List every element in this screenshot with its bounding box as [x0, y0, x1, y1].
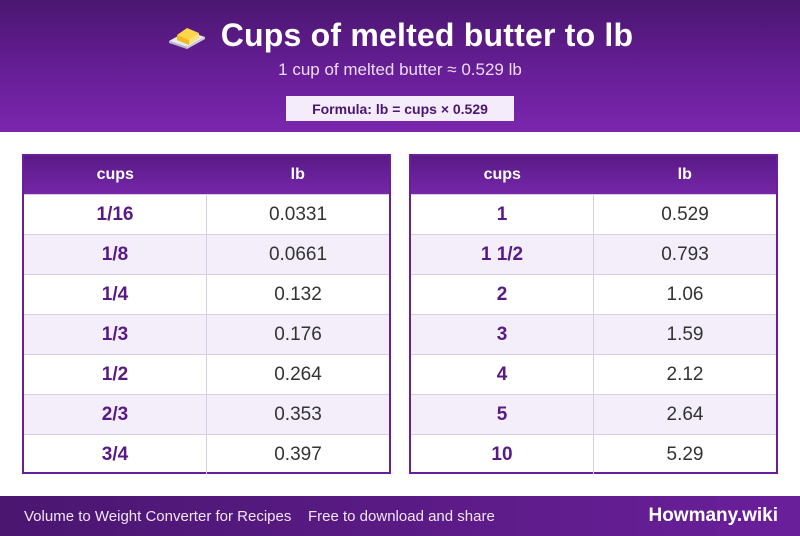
table-row: 4 2.12 — [411, 354, 776, 394]
table-row: 2 1.06 — [411, 274, 776, 314]
lb-cell: 0.793 — [661, 243, 709, 265]
title-row: Cups of melted butter to lb — [0, 14, 800, 56]
table-row: 1/3 0.176 — [24, 314, 389, 354]
lb-cell: 0.176 — [274, 323, 322, 345]
footer-bar: Volume to Weight Converter for Recipes F… — [0, 496, 800, 536]
cups-cell: 2 — [411, 275, 594, 314]
lb-cell: 0.264 — [274, 363, 322, 385]
brand-logo[interactable]: Howmany.wiki — [648, 505, 778, 526]
cups-cell: 1/4 — [24, 275, 207, 314]
conversion-table-left: cups lb 1/16 0.0331 1/8 0.0661 1/4 0.132 1/… — [22, 154, 391, 474]
lb-cell: 2.12 — [666, 363, 704, 385]
table-row: 1 0.529 — [411, 194, 776, 234]
table-row: 1 1/2 0.793 — [411, 234, 776, 274]
page-title: Cups of melted butter to lb — [220, 16, 634, 53]
butter-icon — [168, 28, 205, 49]
table-row: 1/2 0.264 — [24, 354, 389, 394]
table-header: cups lb — [411, 156, 776, 194]
lb-cell: 1.59 — [666, 323, 704, 345]
lb-cell: 0.0331 — [268, 203, 328, 225]
subtitle: 1 cup of melted butter ≈ 0.529 lb — [278, 60, 522, 79]
column-header-lb: lb — [677, 166, 692, 183]
cups-cell: 1/8 — [24, 235, 207, 274]
lb-cell: 5.29 — [666, 443, 704, 465]
column-header-cups: cups — [96, 166, 134, 183]
lb-cell: 0.353 — [274, 403, 322, 425]
lb-cell: 2.64 — [666, 403, 704, 425]
lb-cell: 0.132 — [274, 283, 322, 305]
column-header-lb: lb — [290, 166, 305, 183]
formula-badge: Formula: lb = cups × 0.529 — [286, 96, 514, 121]
footer-converter-text: Volume to Weight Converter for Recipes — [24, 507, 292, 525]
cups-cell: 1 — [411, 195, 594, 234]
table-row: 10 5.29 — [411, 434, 776, 474]
footer-share-text: Free to download and share — [308, 507, 495, 525]
cups-cell: 1/3 — [24, 315, 207, 354]
table-header: cups lb — [24, 156, 389, 194]
cups-cell: 4 — [411, 355, 594, 394]
column-header-cups: cups — [483, 166, 521, 183]
cups-cell: 10 — [411, 435, 594, 474]
cups-cell: 5 — [411, 395, 594, 434]
table-row: 1/8 0.0661 — [24, 234, 389, 274]
table-row: 5 2.64 — [411, 394, 776, 434]
header-banner: Cups of melted butter to lb 1 cup of mel… — [0, 0, 800, 132]
lb-cell: 1.06 — [666, 283, 704, 305]
cups-cell: 1/16 — [24, 195, 207, 234]
lb-cell: 0.0661 — [268, 243, 328, 265]
table-row: 3 1.59 — [411, 314, 776, 354]
table-row: 2/3 0.353 — [24, 394, 389, 434]
cups-cell: 3 — [411, 315, 594, 354]
lb-cell: 0.529 — [661, 203, 709, 225]
cups-cell: 1/2 — [24, 355, 207, 394]
table-row: 1/4 0.132 — [24, 274, 389, 314]
cups-cell: 3/4 — [24, 435, 207, 474]
cups-cell: 2/3 — [24, 395, 207, 434]
cups-cell: 1 1/2 — [411, 235, 594, 274]
table-row: 1/16 0.0331 — [24, 194, 389, 234]
table-row: 3/4 0.397 — [24, 434, 389, 474]
lb-cell: 0.397 — [274, 443, 322, 465]
